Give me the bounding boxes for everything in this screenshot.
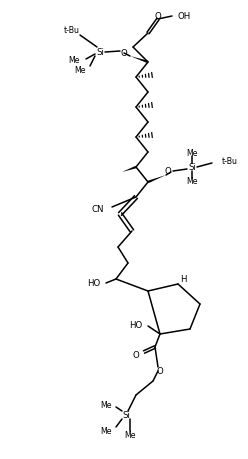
Text: O: O (121, 48, 127, 57)
Text: Me: Me (74, 65, 86, 74)
Text: t-Bu: t-Bu (222, 157, 238, 166)
Polygon shape (130, 57, 148, 64)
Text: O: O (157, 367, 163, 375)
Text: Me: Me (186, 177, 198, 186)
Polygon shape (148, 176, 166, 184)
Text: Me: Me (100, 401, 112, 409)
Text: Me: Me (100, 426, 112, 436)
Text: Si: Si (188, 163, 196, 172)
Text: Me: Me (124, 431, 136, 440)
Text: CN: CN (92, 205, 104, 214)
Polygon shape (122, 167, 136, 173)
Text: t-Bu: t-Bu (64, 25, 80, 34)
Text: O: O (165, 166, 171, 175)
Text: OH: OH (178, 11, 191, 21)
Text: HO: HO (129, 320, 142, 329)
Text: O: O (155, 11, 161, 21)
Text: H: H (180, 275, 186, 284)
Text: Me: Me (186, 149, 198, 158)
Text: Si: Si (122, 411, 130, 420)
Text: HO: HO (87, 279, 100, 288)
Text: Si: Si (96, 47, 104, 56)
Text: O: O (133, 350, 139, 359)
Text: Me: Me (68, 56, 80, 64)
